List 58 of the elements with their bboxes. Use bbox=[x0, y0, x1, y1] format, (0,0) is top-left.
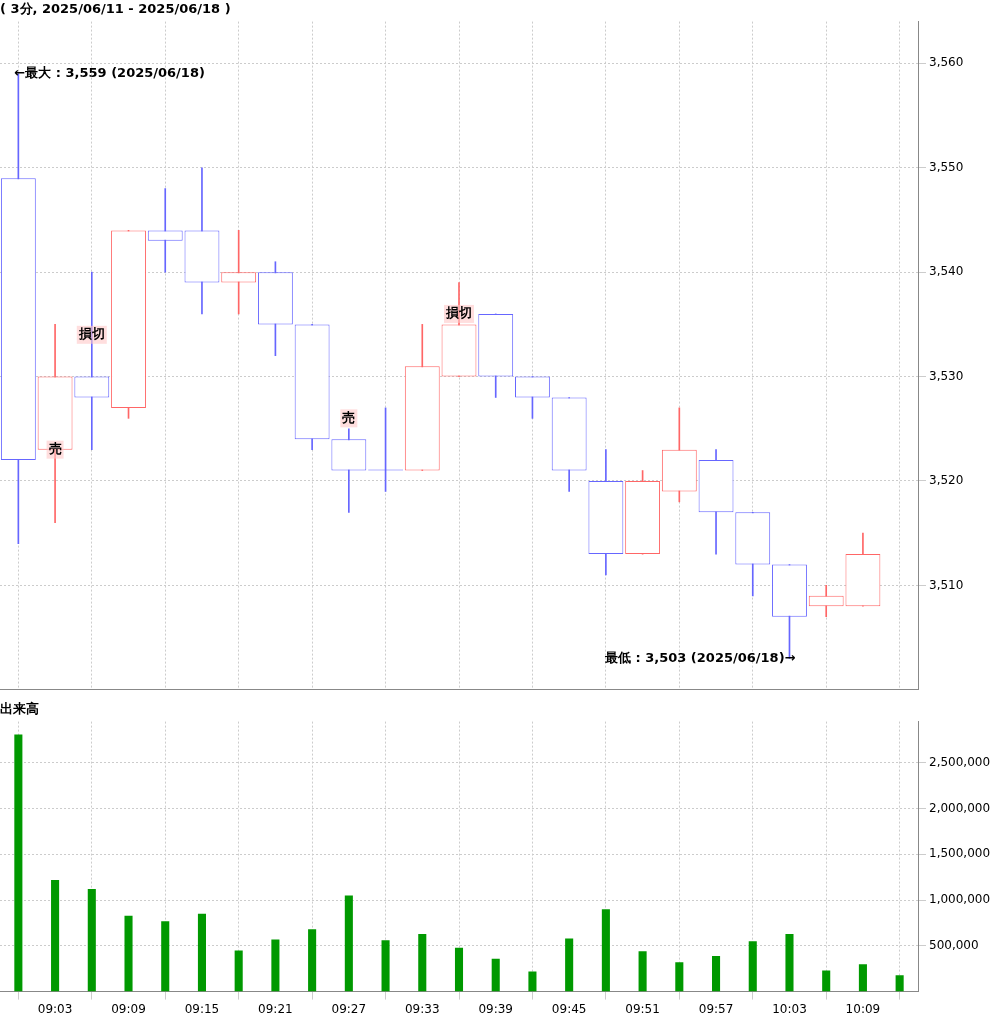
chart-title: 出来高 bbox=[0, 701, 39, 717]
annotation: 最低 : 3,503 (2025/06/18)→ bbox=[603, 649, 796, 665]
bar bbox=[344, 895, 353, 992]
x-tick-label: 09:39 bbox=[478, 1001, 514, 1016]
bar bbox=[87, 889, 96, 992]
y-tick-label: 3,530 bbox=[929, 368, 964, 383]
x-tick-label: 09:21 bbox=[258, 1001, 293, 1016]
bar bbox=[638, 951, 647, 992]
x-tick-label: 10:09 bbox=[845, 1001, 881, 1016]
y-tick-label: 3,540 bbox=[929, 264, 964, 279]
candlestick bbox=[221, 230, 257, 315]
bar bbox=[271, 939, 280, 992]
chart-title: ( 3分, 2025/06/11 - 2025/06/18 ) bbox=[0, 1, 231, 17]
y-tick-label: 3,510 bbox=[929, 577, 964, 592]
bar bbox=[51, 879, 60, 992]
annotation: 損切 bbox=[445, 305, 472, 321]
y-tick-label: 2,000,000 bbox=[929, 800, 990, 815]
x-tick-label: 09:03 bbox=[37, 1001, 73, 1016]
annotation: ←最大 : 3,559 (2025/06/18) bbox=[14, 65, 205, 81]
annotation: 損切 bbox=[77, 326, 105, 342]
y-tick-label: 3,560 bbox=[929, 55, 964, 70]
x-tick-label: 09:57 bbox=[698, 1001, 734, 1016]
y-tick-label: 1,000,000 bbox=[929, 892, 990, 907]
bar bbox=[712, 955, 721, 992]
x-tick-label: 09:45 bbox=[551, 1001, 587, 1016]
bar bbox=[308, 929, 317, 992]
bar bbox=[234, 950, 243, 992]
y-tick-label: 2,500,000 bbox=[929, 754, 990, 769]
annotation: 売 bbox=[48, 441, 62, 457]
bar bbox=[601, 909, 610, 992]
y-tick-label: 500,000 bbox=[929, 937, 979, 952]
bar bbox=[454, 947, 464, 992]
y-tick-label: 1,500,000 bbox=[929, 846, 990, 861]
bar bbox=[748, 941, 757, 992]
bar bbox=[14, 734, 23, 992]
bar bbox=[197, 913, 206, 992]
x-tick-label: 09:09 bbox=[111, 1001, 146, 1016]
x-tick-label: 09:27 bbox=[331, 1001, 367, 1016]
x-tick-label: 10:03 bbox=[772, 1001, 807, 1016]
y-tick-label: 3,550 bbox=[929, 159, 964, 174]
bar bbox=[785, 933, 794, 992]
bar bbox=[381, 940, 390, 992]
bar bbox=[528, 971, 537, 992]
candlestick bbox=[147, 188, 183, 273]
bar bbox=[675, 962, 684, 992]
x-tick-label: 09:33 bbox=[404, 1001, 440, 1016]
bar bbox=[161, 921, 170, 992]
y-tick-label: 3,520 bbox=[929, 473, 964, 488]
bar bbox=[418, 933, 427, 992]
x-tick-label: 09:51 bbox=[625, 1001, 660, 1016]
x-tick-label: 09:15 bbox=[184, 1001, 220, 1016]
bar bbox=[858, 964, 867, 992]
bar bbox=[822, 970, 831, 992]
annotation: 売 bbox=[342, 409, 356, 425]
bar bbox=[491, 958, 500, 992]
bar bbox=[895, 975, 904, 992]
bar bbox=[565, 938, 574, 992]
bar bbox=[124, 915, 133, 992]
